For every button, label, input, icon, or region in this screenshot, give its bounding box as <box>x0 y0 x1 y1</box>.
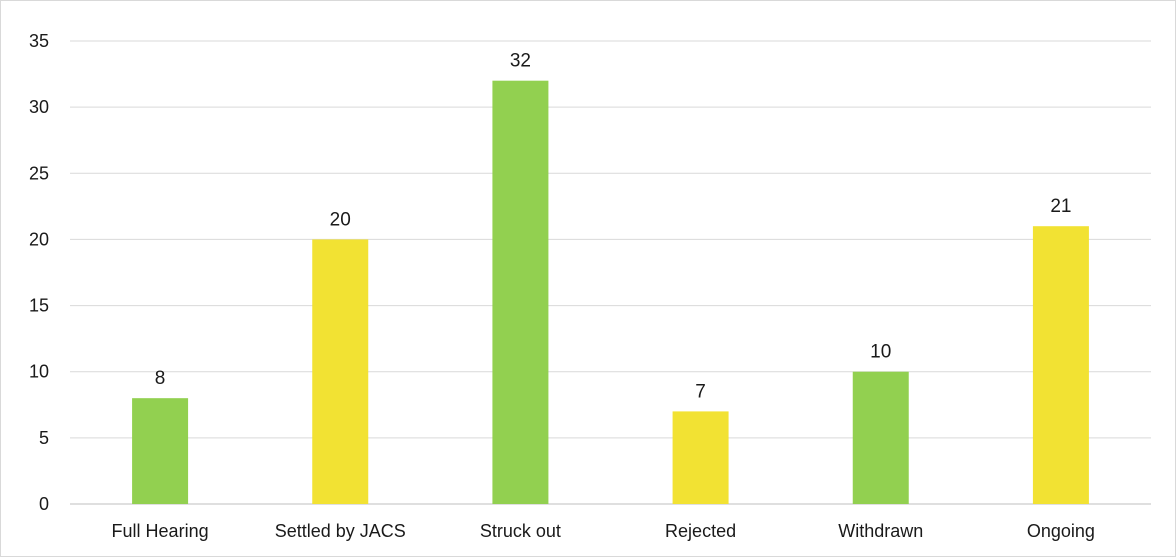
data-label: 8 <box>155 368 166 389</box>
y-tick-label: 25 <box>29 163 49 183</box>
x-tick-label: Settled by JACS <box>275 521 406 541</box>
y-tick-label: 10 <box>29 362 49 382</box>
bar <box>1032 226 1089 504</box>
data-label: 10 <box>870 342 891 363</box>
x-tick-label: Ongoing <box>1027 521 1095 541</box>
data-label: 21 <box>1050 196 1071 217</box>
y-tick-label: 0 <box>39 494 49 514</box>
data-label: 32 <box>510 51 531 72</box>
x-tick-label: Full Hearing <box>112 521 209 541</box>
x-tick-label: Withdrawn <box>838 521 923 541</box>
data-label: 7 <box>695 381 706 402</box>
x-axis-ticks: Full Hearing Settled by JACS Struck out Rej… <box>112 521 1095 541</box>
y-tick-label: 35 <box>29 31 49 51</box>
bar <box>672 411 729 504</box>
bar <box>492 80 549 504</box>
x-tick-label: Rejected <box>665 521 736 541</box>
gridlines <box>70 40 1151 505</box>
y-tick-label: 30 <box>29 97 49 117</box>
bar <box>132 398 189 504</box>
bar <box>312 239 369 504</box>
y-tick-label: 5 <box>39 428 49 448</box>
x-tick-label: Struck out <box>480 521 561 541</box>
bars <box>132 80 1089 504</box>
data-labels: 8 20 32 7 10 21 <box>155 51 1072 403</box>
data-label: 20 <box>330 209 351 230</box>
y-tick-label: 15 <box>29 296 49 316</box>
y-axis-ticks: 0 5 10 15 20 25 30 35 <box>29 31 49 514</box>
y-tick-label: 20 <box>29 229 49 249</box>
bar <box>852 371 909 504</box>
